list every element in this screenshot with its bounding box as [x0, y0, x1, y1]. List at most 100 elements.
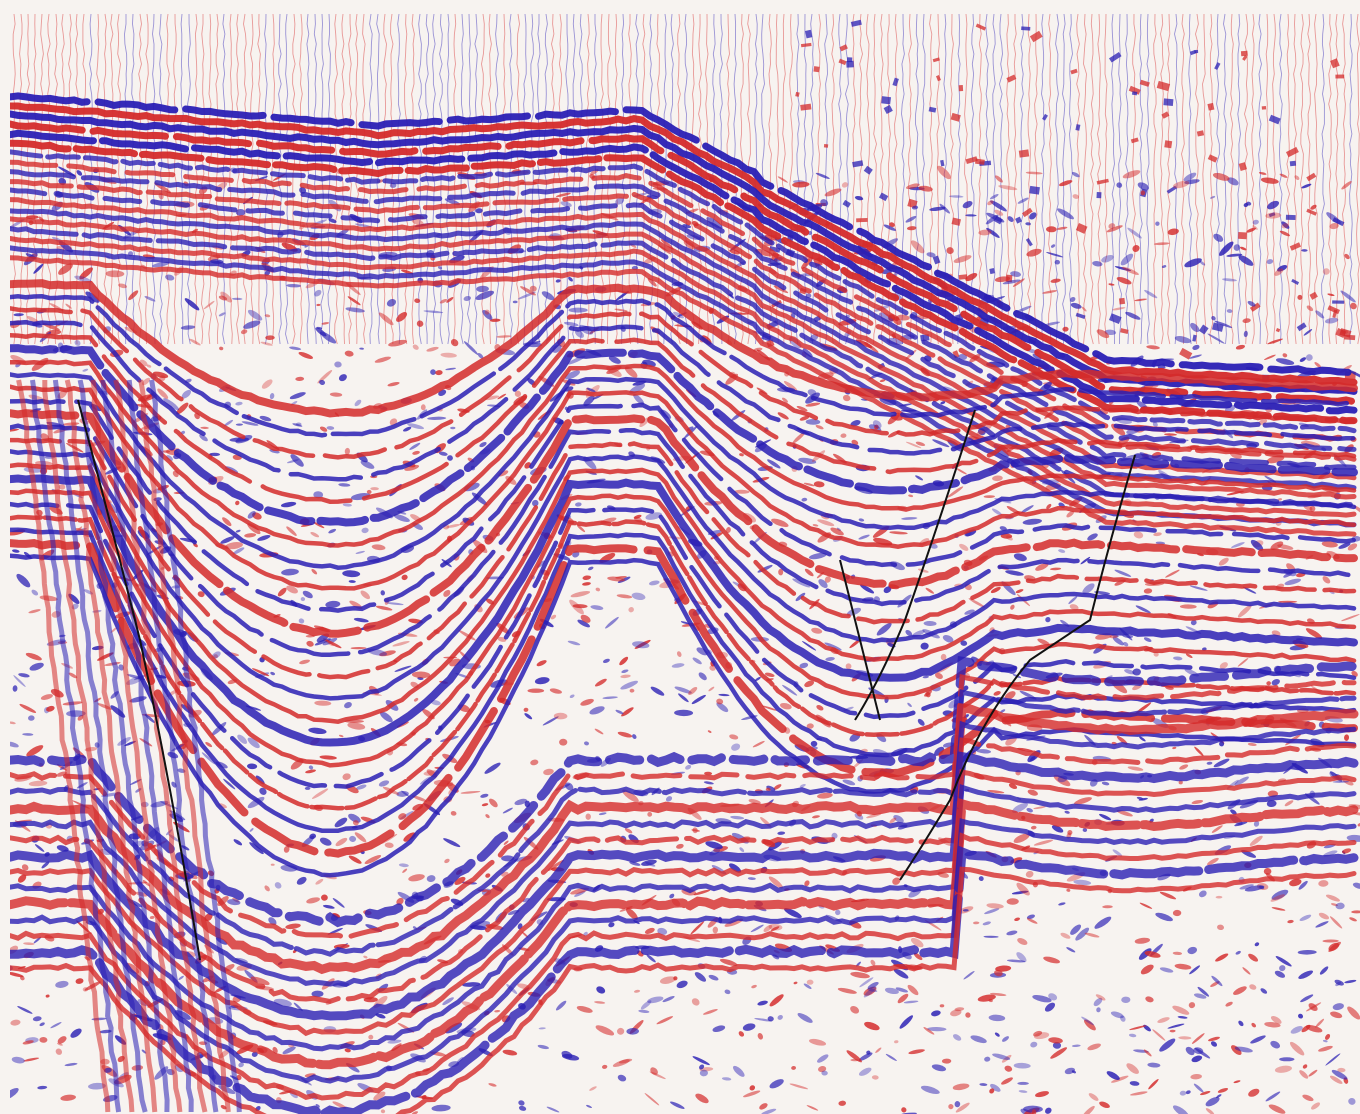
noise-blob: [908, 1049, 925, 1055]
noise-blob: [729, 734, 739, 740]
noise-blob: [629, 383, 646, 394]
noise-blob: [386, 299, 397, 307]
noise-blob: [1211, 825, 1223, 833]
trace-wiggle: [1195, 13, 1199, 344]
trace-wiggle: [271, 13, 275, 345]
noise-blob: [1096, 329, 1110, 339]
noise-blob: [767, 1016, 774, 1022]
noise-blob: [165, 274, 175, 281]
noise-blob: [184, 298, 200, 311]
trace-blob: [1075, 124, 1081, 131]
noise-blob: [1249, 835, 1263, 846]
noise-blob: [1347, 543, 1358, 551]
trace-wiggle: [285, 13, 289, 345]
noise-blob: [804, 880, 810, 887]
noise-blob: [354, 399, 362, 407]
trace-wiggle: [1139, 13, 1143, 345]
reflector-horizon: [10, 423, 1357, 658]
noise-blob: [799, 784, 806, 788]
noise-blob: [18, 673, 30, 678]
trace-wiggle: [1118, 13, 1122, 345]
noise-blob: [56, 1042, 63, 1046]
noise-blob: [1192, 344, 1200, 351]
noise-blob: [142, 377, 151, 386]
noise-blob: [28, 609, 41, 614]
noise-blob: [313, 491, 324, 499]
noise-blob: [791, 1066, 796, 1070]
noise-blob: [260, 341, 273, 346]
noise-blob: [237, 734, 248, 744]
noise-blob: [769, 1079, 784, 1089]
reflector-horizon: [77, 379, 170, 1113]
noise-blob: [810, 740, 818, 747]
noise-blob: [10, 741, 19, 748]
noise-blob: [269, 393, 275, 400]
noise-blob: [619, 656, 629, 666]
trace-wiggle: [1251, 13, 1255, 345]
trace-wiggle: [1167, 13, 1171, 345]
noise-blob: [676, 980, 688, 989]
noise-blob: [387, 382, 400, 387]
noise-blob: [1005, 570, 1024, 576]
noise-blob: [1318, 880, 1329, 887]
noise-blob: [978, 229, 992, 236]
noise-blob: [1144, 951, 1161, 958]
trace-blob: [1189, 49, 1197, 56]
trace-blob: [1289, 160, 1297, 167]
reflector-horizon: [10, 409, 1358, 638]
noise-blob: [779, 846, 790, 851]
noise-blob: [588, 566, 594, 571]
trace-wiggle: [1076, 13, 1080, 345]
noise-blob: [729, 249, 740, 255]
noise-blob: [1217, 924, 1225, 931]
noise-blob: [249, 842, 264, 855]
noise-blob: [1252, 225, 1258, 230]
trace-wiggle: [1188, 13, 1192, 345]
noise-blob: [1053, 774, 1071, 787]
noise-blob: [197, 591, 205, 598]
reflector-horizon: [10, 344, 1358, 527]
noise-blob: [46, 705, 55, 712]
noise-blob: [1127, 227, 1142, 239]
noise-blob: [162, 450, 171, 453]
noise-blob: [1014, 917, 1020, 922]
noise-blob: [1067, 830, 1073, 836]
trace-wiggle: [509, 13, 513, 345]
noise-blob: [476, 285, 489, 293]
noise-blob: [541, 291, 555, 301]
trace-blob: [852, 160, 864, 168]
noise-blob: [905, 441, 922, 449]
noise-blob: [1081, 1016, 1095, 1026]
trace-blob: [823, 144, 829, 148]
noise-blob: [65, 303, 72, 309]
noise-blob: [1108, 223, 1116, 229]
noise-blob: [739, 453, 744, 457]
noise-blob: [1172, 746, 1177, 750]
noise-blob: [1184, 179, 1200, 185]
noise-blob: [925, 691, 931, 698]
trace-blob: [878, 192, 889, 202]
noise-blob: [555, 192, 571, 198]
noise-blob: [456, 1056, 464, 1063]
noise-blob: [394, 665, 412, 672]
trace-wiggle: [887, 13, 891, 345]
noise-blob: [463, 296, 472, 302]
noise-blob: [594, 678, 607, 687]
noise-blob: [1159, 1038, 1176, 1052]
reflector-horizon: [10, 818, 1357, 1084]
noise-blob: [1172, 1005, 1190, 1015]
noise-blob: [50, 1022, 62, 1029]
noise-blob: [818, 579, 828, 589]
noise-blob: [633, 393, 645, 405]
noise-blob: [803, 983, 812, 989]
noise-blob: [1342, 848, 1352, 854]
noise-blob: [144, 714, 155, 723]
trace-wiggle: [922, 13, 926, 345]
noise-blob: [1235, 950, 1241, 955]
noise-blob: [1189, 354, 1202, 359]
noise-blob: [1303, 329, 1313, 336]
noise-blob: [907, 702, 912, 708]
noise-blob: [1243, 330, 1248, 338]
noise-blob: [824, 642, 842, 651]
trace-wiggle: [1055, 13, 1059, 345]
